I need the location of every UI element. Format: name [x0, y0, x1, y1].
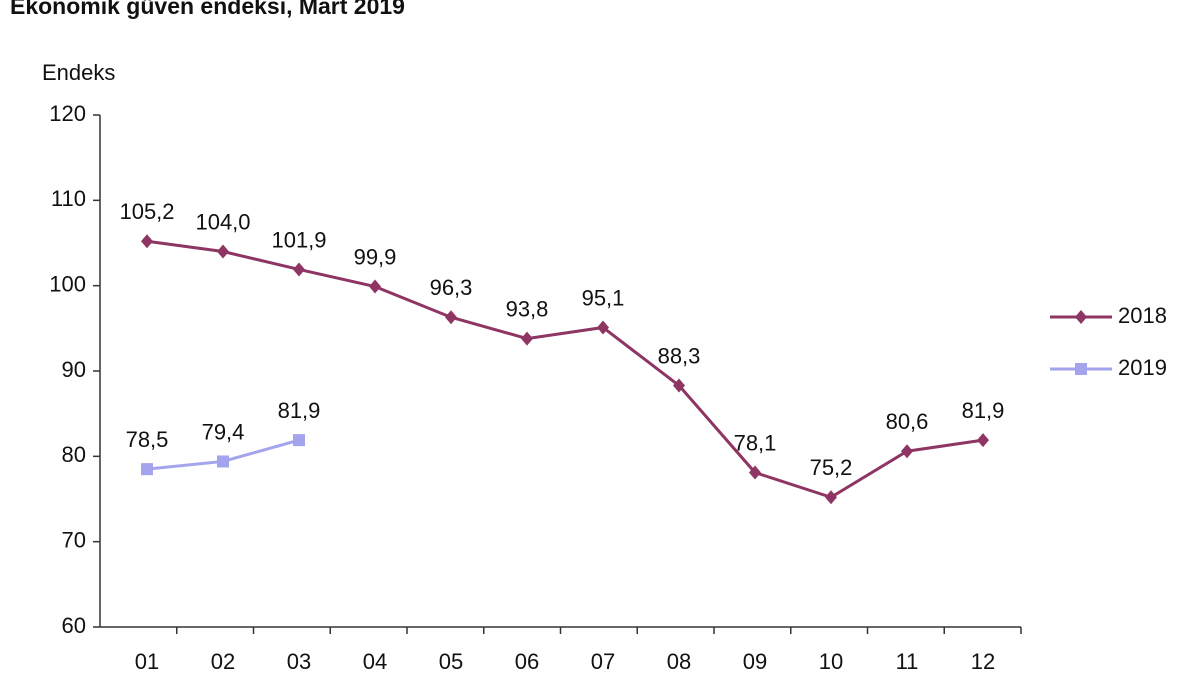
x-tick-label: 08 — [667, 649, 691, 674]
marker — [369, 279, 381, 294]
y-axis-label: Endeks — [42, 60, 115, 85]
marker — [825, 490, 837, 505]
legend-label: 2018 — [1118, 303, 1167, 328]
x-tick-label: 09 — [743, 649, 767, 674]
y-tick-label: 70 — [62, 527, 86, 552]
data-label: 93,8 — [506, 296, 549, 321]
marker — [141, 463, 153, 476]
marker — [141, 234, 153, 249]
marker — [293, 434, 305, 447]
marker — [673, 378, 685, 393]
y-tick-label: 100 — [49, 271, 86, 296]
data-label: 80,6 — [886, 409, 929, 434]
marker — [521, 331, 533, 346]
x-tick-label: 05 — [439, 649, 463, 674]
x-tick-label: 11 — [896, 649, 919, 674]
data-label: 78,1 — [734, 430, 777, 455]
y-tick-label: 80 — [62, 442, 86, 467]
data-label: 79,4 — [202, 419, 245, 444]
data-label: 99,9 — [354, 244, 397, 269]
chart-title: Ekonomik güven endeksi, Mart 2019 — [10, 0, 405, 19]
x-tick-label: 02 — [211, 649, 235, 674]
x-tick-label: 04 — [363, 649, 387, 674]
data-label: 96,3 — [430, 275, 473, 300]
x-tick-label: 03 — [287, 649, 311, 674]
marker — [445, 310, 457, 325]
y-tick-label: 120 — [49, 101, 86, 126]
marker — [1075, 310, 1087, 324]
marker — [217, 244, 229, 259]
marker — [217, 455, 229, 468]
marker — [597, 320, 609, 335]
marker — [749, 465, 761, 480]
y-tick-label: 110 — [51, 186, 86, 211]
x-tick-label: 07 — [591, 649, 615, 674]
series-line — [146, 239, 984, 499]
marker — [901, 444, 913, 459]
data-label: 81,9 — [962, 398, 1005, 423]
marker — [1075, 363, 1087, 375]
x-tick-label: 01 — [135, 649, 159, 674]
data-label: 95,1 — [582, 285, 625, 310]
x-tick-label: 06 — [515, 649, 539, 674]
legend-label: 2019 — [1118, 355, 1167, 380]
x-tick-label: 12 — [971, 649, 995, 674]
marker — [977, 433, 989, 448]
data-label: 88,3 — [658, 343, 701, 368]
x-tick-label: 10 — [819, 649, 843, 674]
data-label: 105,2 — [119, 199, 174, 224]
y-tick-label: 90 — [62, 357, 86, 382]
data-label: 104,0 — [195, 209, 250, 234]
marker — [293, 262, 305, 277]
data-label: 81,9 — [278, 398, 321, 423]
data-label: 78,5 — [126, 427, 169, 452]
data-label: 75,2 — [810, 455, 853, 480]
data-label: 101,9 — [271, 227, 326, 252]
y-tick-label: 60 — [62, 613, 86, 638]
